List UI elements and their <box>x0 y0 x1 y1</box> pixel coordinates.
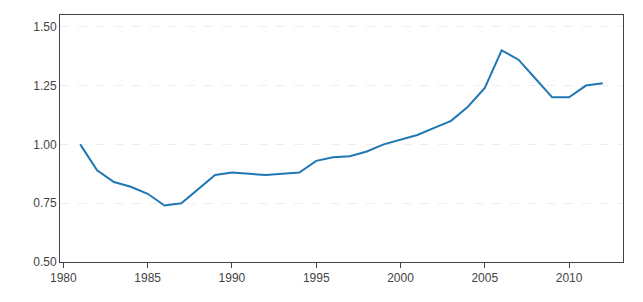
svg-text:0.50: 0.50 <box>33 255 57 269</box>
svg-text:1985: 1985 <box>134 271 161 285</box>
svg-text:1.50: 1.50 <box>33 20 57 34</box>
svg-text:2010: 2010 <box>556 271 583 285</box>
svg-text:0.75: 0.75 <box>33 196 57 210</box>
svg-text:2000: 2000 <box>387 271 414 285</box>
svg-text:1995: 1995 <box>303 271 330 285</box>
svg-text:1990: 1990 <box>219 271 246 285</box>
svg-text:2005: 2005 <box>471 271 498 285</box>
svg-text:1.00: 1.00 <box>33 138 57 152</box>
svg-text:1.25: 1.25 <box>33 79 57 93</box>
svg-text:1980: 1980 <box>50 271 77 285</box>
